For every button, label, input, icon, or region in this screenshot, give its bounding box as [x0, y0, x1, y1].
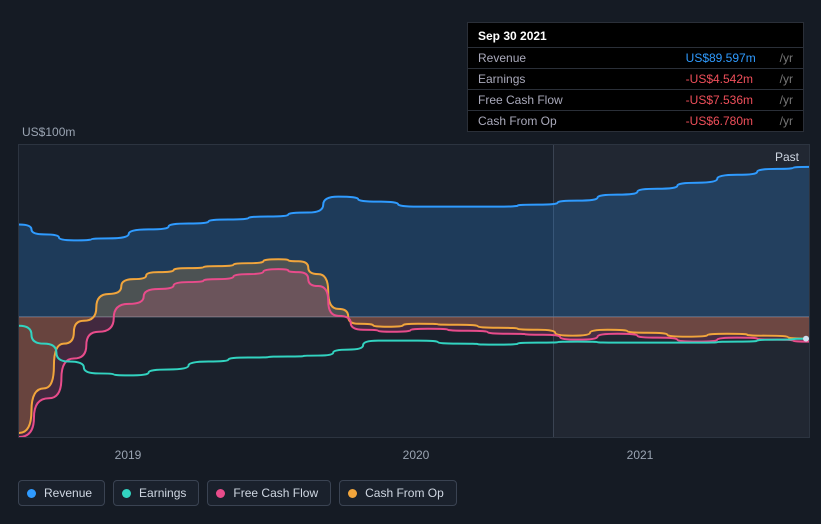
x-axis-label-2021: 2021	[627, 448, 654, 462]
tooltip-label: Free Cash Flow	[478, 93, 686, 107]
tooltip-value: -US$7.536m	[686, 93, 776, 107]
tooltip-label: Cash From Op	[478, 114, 686, 128]
chart-legend: Revenue Earnings Free Cash Flow Cash Fro…	[18, 480, 457, 506]
tooltip-unit: /yr	[780, 72, 793, 86]
tooltip-date: Sep 30 2021	[468, 23, 803, 48]
legend-label: Free Cash Flow	[233, 486, 318, 500]
x-axis-label-2019: 2019	[115, 448, 142, 462]
past-label: Past	[775, 150, 799, 164]
legend-swatch	[27, 489, 36, 498]
tooltip-row-cfo: Cash From Op -US$6.780m /yr	[468, 111, 803, 131]
legend-swatch	[122, 489, 131, 498]
chart-plot-area[interactable]	[18, 144, 810, 438]
tooltip-row-revenue: Revenue US$89.597m /yr	[468, 48, 803, 69]
legend-item-revenue[interactable]: Revenue	[18, 480, 105, 506]
y-axis-label-top: US$100m	[22, 125, 75, 139]
tooltip-unit: /yr	[780, 93, 793, 107]
tooltip-row-fcf: Free Cash Flow -US$7.536m /yr	[468, 90, 803, 111]
legend-label: Earnings	[139, 486, 186, 500]
legend-label: Cash From Op	[365, 486, 444, 500]
chart-svg	[19, 145, 809, 437]
tooltip-unit: /yr	[780, 114, 793, 128]
legend-item-fcf[interactable]: Free Cash Flow	[207, 480, 331, 506]
tooltip-value: US$89.597m	[686, 51, 776, 65]
tooltip-label: Earnings	[478, 72, 686, 86]
tooltip-value: -US$4.542m	[686, 72, 776, 86]
legend-item-earnings[interactable]: Earnings	[113, 480, 199, 506]
chart-tooltip: Sep 30 2021 Revenue US$89.597m /yr Earni…	[467, 22, 804, 132]
tooltip-value: -US$6.780m	[686, 114, 776, 128]
tooltip-label: Revenue	[478, 51, 686, 65]
tooltip-unit: /yr	[780, 51, 793, 65]
x-axis-label-2020: 2020	[403, 448, 430, 462]
legend-label: Revenue	[44, 486, 92, 500]
tooltip-row-earnings: Earnings -US$4.542m /yr	[468, 69, 803, 90]
financials-chart-container: { "tooltip": { "date": "Sep 30 2021", "r…	[0, 0, 821, 524]
legend-item-cfo[interactable]: Cash From Op	[339, 480, 457, 506]
legend-swatch	[216, 489, 225, 498]
legend-swatch	[348, 489, 357, 498]
